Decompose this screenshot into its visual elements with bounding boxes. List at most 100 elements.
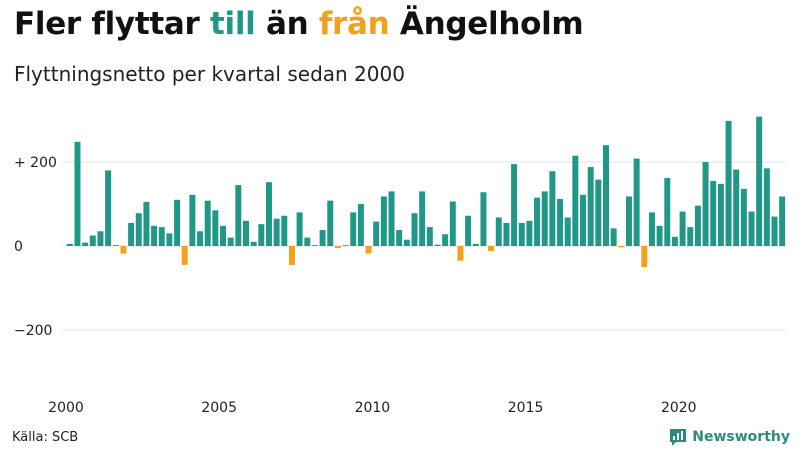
- bar: [549, 171, 556, 246]
- title-highlight-till: till: [209, 6, 256, 42]
- bar: [120, 246, 127, 254]
- bar: [595, 179, 602, 246]
- bar: [465, 215, 472, 246]
- bar: [610, 228, 617, 246]
- bar: [204, 200, 211, 246]
- bar: [288, 246, 295, 265]
- bar: [135, 213, 142, 246]
- bar: [403, 239, 410, 246]
- bar: [625, 196, 632, 246]
- bar: [189, 194, 196, 246]
- bar: [480, 192, 487, 246]
- bar: [679, 211, 686, 246]
- bar: [457, 246, 464, 261]
- x-tick-label: 2000: [48, 400, 84, 416]
- bar: [633, 158, 640, 246]
- x-tick-label: 2010: [355, 400, 391, 416]
- chart-title: Fler flyttar till än från Ängelholm: [14, 6, 584, 42]
- bar: [664, 177, 671, 246]
- bar: [763, 168, 770, 246]
- bar: [342, 245, 349, 246]
- bar: [158, 227, 165, 246]
- bar: [694, 205, 701, 246]
- bar: [656, 225, 663, 246]
- bar: [488, 246, 495, 252]
- bar: [350, 212, 357, 246]
- bar: [319, 230, 326, 246]
- bar: [426, 227, 433, 246]
- bar-chart: + 200 0 −200 2000 2005 2010 2015 2020: [14, 116, 786, 416]
- bar: [748, 211, 755, 246]
- bar: [82, 242, 89, 246]
- chart-subtitle: Flyttningsnetto per kvartal sedan 2000: [14, 62, 405, 86]
- bar: [235, 185, 242, 246]
- bar: [419, 191, 426, 246]
- bar: [281, 215, 288, 246]
- bar: [518, 222, 525, 246]
- bar: [243, 220, 249, 246]
- bar: [434, 244, 441, 246]
- bar: [166, 233, 173, 246]
- bar: [296, 212, 303, 246]
- newsworthy-logo-icon: [670, 429, 687, 446]
- bar: [105, 170, 112, 246]
- bar: [618, 246, 625, 248]
- title-highlight-fran: från: [318, 6, 390, 42]
- bar: [756, 116, 763, 246]
- bar: [449, 201, 456, 246]
- bar: [587, 167, 594, 246]
- title-part-5: Ängelholm: [389, 6, 584, 42]
- bar: [534, 197, 541, 246]
- bar: [220, 225, 226, 246]
- bar: [541, 191, 548, 246]
- bar: [648, 212, 655, 246]
- bar: [779, 196, 786, 246]
- bar: [273, 218, 280, 246]
- bar: [327, 200, 334, 246]
- bar: [580, 194, 586, 246]
- bar: [511, 164, 518, 246]
- y-tick-label: 0: [14, 239, 23, 255]
- bar: [771, 216, 778, 246]
- bar: [740, 188, 747, 246]
- source-note: Källa: SCB: [12, 430, 79, 445]
- bar: [396, 230, 403, 246]
- x-tick-label: 2020: [661, 400, 697, 416]
- bar: [526, 220, 533, 246]
- bar: [128, 222, 135, 246]
- bar: [717, 183, 724, 246]
- bar: [89, 235, 96, 246]
- bar: [702, 162, 709, 246]
- bar: [357, 204, 364, 246]
- title-part-3: än: [255, 6, 319, 42]
- bar: [710, 180, 717, 246]
- x-tick-label: 2015: [508, 400, 544, 416]
- y-tick-label: −200: [14, 323, 52, 339]
- bar: [151, 225, 158, 246]
- bar: [687, 227, 694, 246]
- title-part-1: Fler flyttar: [14, 6, 210, 42]
- bar: [495, 217, 502, 246]
- bar: [557, 198, 564, 246]
- bar: [733, 169, 740, 246]
- bar: [265, 182, 272, 246]
- bar: [671, 236, 678, 246]
- bar: [641, 246, 648, 267]
- y-tick-label: + 200: [14, 155, 57, 171]
- bar: [442, 234, 449, 246]
- bar: [304, 237, 311, 246]
- bar: [334, 246, 341, 249]
- bar: [174, 199, 181, 246]
- bar: [503, 222, 510, 246]
- bar: [311, 245, 318, 246]
- bar: [572, 155, 579, 246]
- bar: [97, 231, 104, 246]
- brand-logo: Newsworthy: [668, 427, 790, 447]
- bar: [181, 246, 188, 265]
- bar: [112, 245, 119, 246]
- brand-name: Newsworthy: [692, 429, 790, 445]
- bar: [725, 120, 732, 246]
- bar: [227, 237, 234, 246]
- bar: [66, 243, 73, 246]
- bar: [411, 213, 418, 246]
